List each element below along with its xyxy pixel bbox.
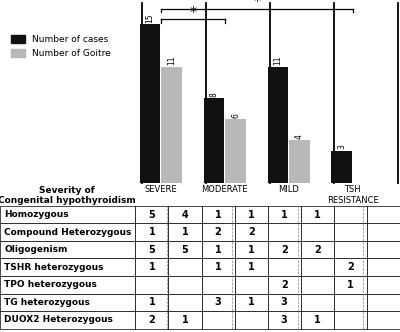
Bar	[289, 140, 310, 183]
Text: 3: 3	[337, 144, 346, 149]
Text: 11: 11	[167, 55, 176, 65]
Text: 15: 15	[146, 13, 154, 23]
Text: 11: 11	[273, 55, 282, 65]
Bar	[268, 67, 288, 183]
Text: 8: 8	[209, 92, 218, 97]
Bar	[204, 98, 224, 183]
Text: *: *	[253, 0, 260, 8]
Text: 6: 6	[231, 113, 240, 118]
Text: Severity of
Congenital hypothyroidism: Severity of Congenital hypothyroidism	[0, 186, 136, 205]
Text: 4: 4	[295, 134, 304, 139]
Text: *: *	[189, 5, 196, 19]
Bar	[225, 119, 246, 183]
Bar	[332, 151, 352, 183]
Legend: Number of cases, Number of Goitre: Number of cases, Number of Goitre	[11, 35, 111, 58]
Bar	[162, 67, 182, 183]
Bar	[140, 25, 160, 183]
